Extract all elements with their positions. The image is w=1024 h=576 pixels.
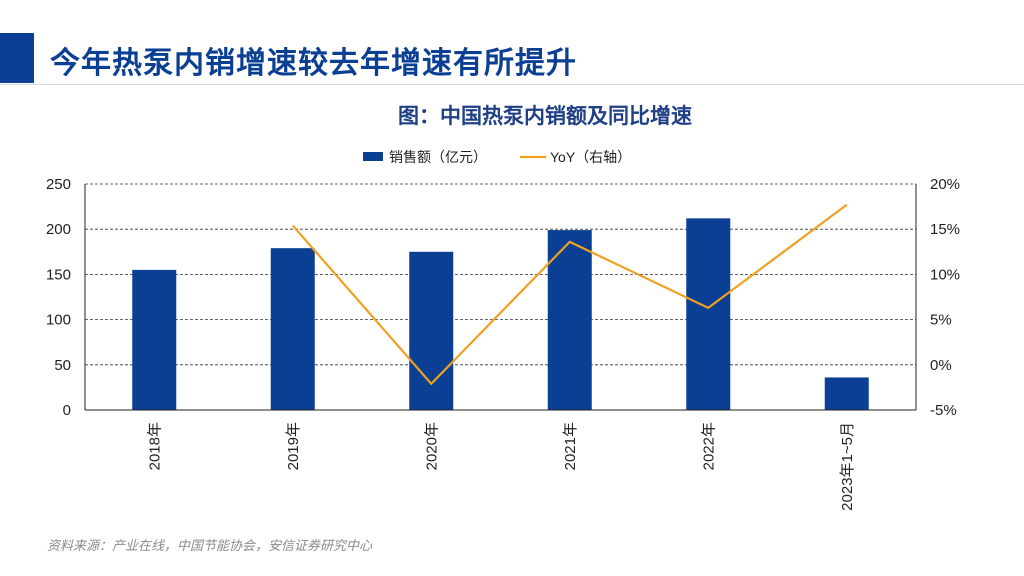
bar bbox=[270, 248, 315, 410]
legend-bar-swatch bbox=[363, 152, 383, 161]
title-accent-bar bbox=[0, 33, 34, 83]
x-tick-label: 2019年 bbox=[285, 422, 302, 470]
title-divider bbox=[0, 84, 1024, 85]
bar bbox=[824, 377, 869, 410]
legend-bar-label: 销售额（亿元） bbox=[389, 149, 487, 165]
bar bbox=[409, 251, 454, 410]
y-left-tick-label: 250 bbox=[46, 176, 71, 193]
y-right-tick-label: 20% bbox=[930, 176, 960, 193]
x-tick-label: 2018年 bbox=[146, 422, 163, 470]
y-right-tick-label: -5% bbox=[930, 402, 957, 419]
slide-title: 今年热泵内销增速较去年增速有所提升 bbox=[50, 46, 577, 81]
x-tick-label: 2022年 bbox=[700, 422, 717, 470]
y-right-tick-label: 10% bbox=[930, 266, 960, 283]
y-right-tick-label: 15% bbox=[930, 221, 960, 238]
bar bbox=[547, 230, 592, 410]
y-right-tick-label: 5% bbox=[930, 312, 952, 329]
y-left-tick-label: 100 bbox=[46, 312, 71, 329]
x-tick-label: 2023年1~5月 bbox=[839, 422, 856, 511]
source-note: 资料来源：产业在线，中国节能协会，安信证券研究中心 bbox=[47, 539, 373, 554]
y-left-tick-label: 150 bbox=[46, 266, 71, 283]
chart-title: 图：中国热泵内销额及同比增速 bbox=[398, 103, 692, 128]
y-right-tick-label: 0% bbox=[930, 357, 952, 374]
y-left-tick-label: 50 bbox=[54, 357, 71, 374]
bar bbox=[686, 218, 731, 410]
legend-line-label: YoY（右轴） bbox=[550, 149, 631, 165]
x-tick-label: 2021年 bbox=[562, 422, 579, 470]
x-tick-label: 2020年 bbox=[423, 422, 440, 470]
bar bbox=[132, 269, 177, 410]
y-left-tick-label: 200 bbox=[46, 221, 71, 238]
y-left-tick-label: 0 bbox=[63, 402, 71, 419]
